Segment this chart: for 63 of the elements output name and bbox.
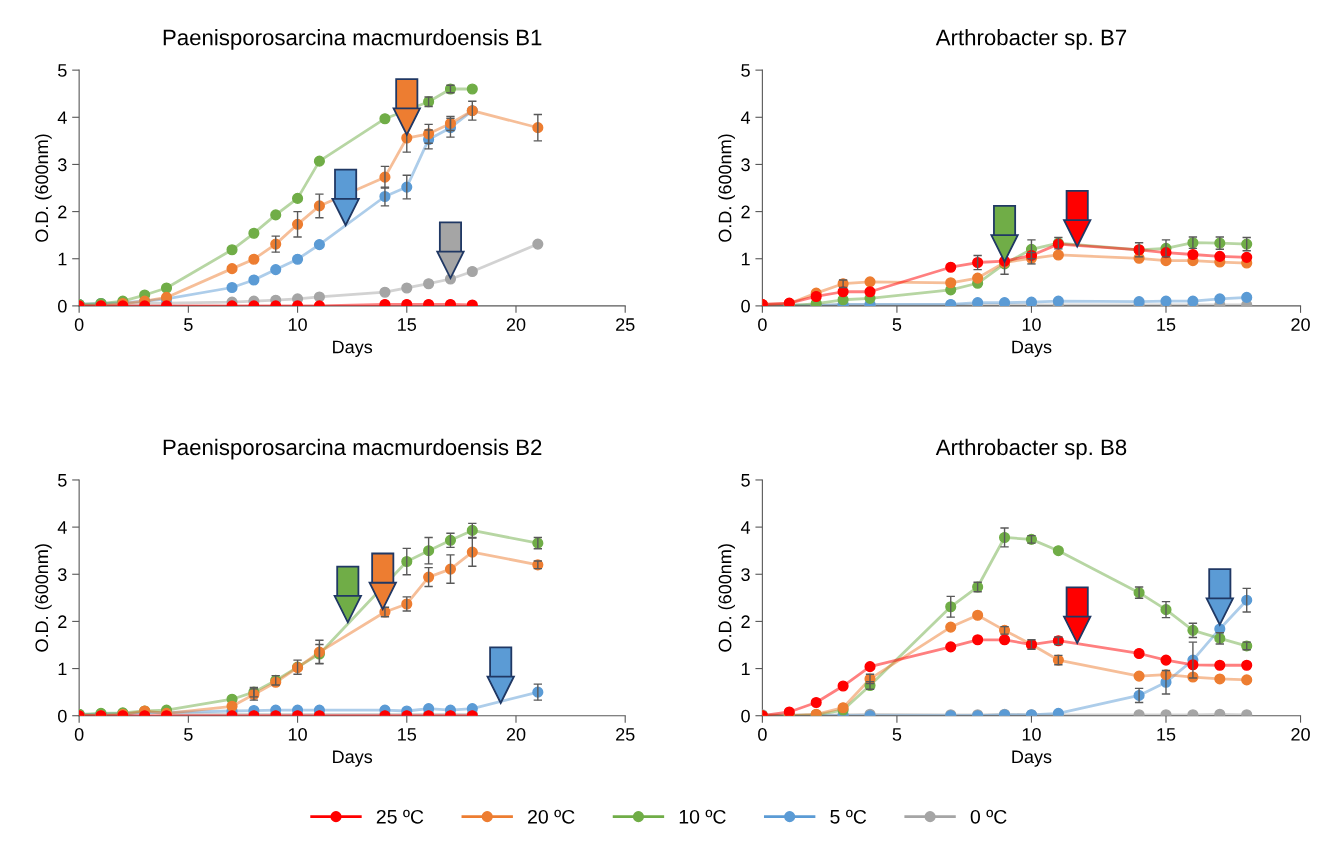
x-tick-label: 5: [184, 318, 193, 331]
chart-title: Arthrobacter sp. B8: [935, 438, 1127, 460]
x-tick-label: 25: [616, 728, 635, 741]
y-axis-title: O.D. (600nm): [718, 544, 735, 652]
y-tick-label: 4: [57, 111, 67, 124]
y-axis-title: O.D. (600nm): [34, 544, 52, 652]
legend-label: 0 ºC: [970, 809, 1007, 824]
legend-label: 20 ºC: [528, 809, 575, 824]
x-axis-title: Days: [333, 750, 373, 767]
y-tick-label: 1: [58, 662, 67, 676]
x-tick-label: 10: [1022, 728, 1041, 741]
x-tick-label: 10: [288, 318, 307, 331]
chart-title: Paenisporosarcina macmurdoensis B1: [163, 29, 542, 50]
y-tick-label: 0: [741, 299, 750, 313]
x-tick-label: 20: [506, 318, 526, 331]
y-axis-title: O.D. (600nm): [718, 134, 735, 242]
x-tick-label: 15: [398, 318, 417, 331]
y-tick-label: 5: [741, 474, 750, 487]
y-tick-label: 0: [741, 709, 750, 723]
x-axis-title: Days: [333, 340, 373, 357]
y-axis-title: O.D. (600nm): [34, 134, 52, 242]
x-tick-label: 20: [1291, 728, 1310, 741]
y-tick-label: 0: [58, 299, 67, 313]
x-tick-label: 0: [74, 728, 84, 741]
x-tick-label: 10: [1022, 318, 1041, 331]
x-tick-label: 20: [1291, 318, 1310, 331]
x-tick-label: 5: [184, 728, 193, 741]
legend-label: 10 ºC: [679, 809, 726, 824]
y-tick-label: 3: [57, 568, 67, 581]
y-tick-label: 2: [58, 615, 67, 628]
y-tick-label: 5: [58, 474, 67, 487]
x-tick-label: 5: [892, 318, 902, 331]
x-tick-label: 0: [758, 318, 767, 331]
y-tick-label: 4: [57, 521, 67, 534]
legend-label: 25 ºC: [376, 809, 424, 824]
legend-label: 5 ºC: [830, 809, 867, 824]
y-tick-label: 5: [58, 64, 67, 77]
x-tick-label: 15: [1157, 318, 1176, 331]
y-tick-label: 0: [58, 709, 67, 723]
x-axis-title: Days: [1012, 750, 1052, 767]
x-tick-label: 0: [758, 728, 767, 741]
y-tick-label: 3: [741, 158, 750, 172]
y-tick-label: 4: [740, 521, 751, 534]
x-tick-label: 10: [288, 728, 307, 741]
y-tick-label: 1: [741, 252, 750, 266]
chart-title: Paenisporosarcina macmurdoensis B2: [163, 438, 542, 460]
y-tick-label: 2: [741, 205, 750, 219]
y-tick-label: 2: [741, 615, 750, 628]
y-tick-label: 5: [741, 64, 750, 77]
y-tick-label: 1: [58, 252, 67, 266]
x-tick-label: 15: [1157, 728, 1176, 741]
chart-title: Arthrobacter sp. B7: [935, 29, 1127, 50]
y-tick-label: 3: [741, 568, 750, 581]
x-tick-label: 20: [506, 728, 526, 741]
x-tick-label: 25: [616, 318, 635, 331]
x-tick-label: 15: [398, 728, 417, 741]
y-tick-label: 2: [58, 205, 67, 219]
y-tick-label: 3: [57, 158, 67, 172]
y-tick-label: 4: [740, 111, 751, 124]
x-tick-label: 0: [74, 318, 84, 331]
x-tick-label: 5: [892, 728, 902, 741]
y-tick-label: 1: [741, 662, 750, 676]
x-axis-title: Days: [1012, 340, 1052, 357]
